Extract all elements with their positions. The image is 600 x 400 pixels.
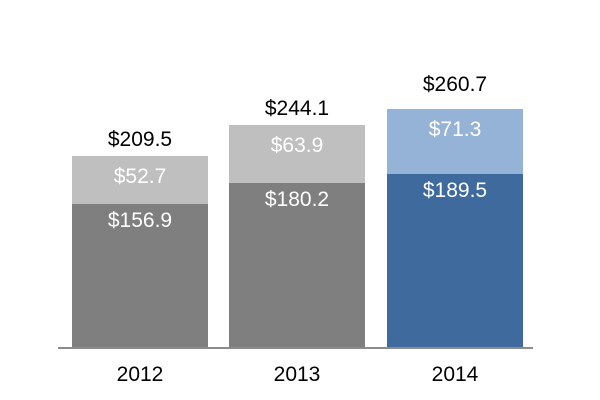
- x-axis-line: [58, 347, 533, 349]
- segment-value-label: $156.9: [107, 209, 173, 232]
- segment-value-label: $71.3: [428, 118, 482, 141]
- segment-value-label: $180.2: [264, 188, 330, 211]
- category-label: 2013: [273, 363, 321, 386]
- total-value-label: $260.7: [422, 73, 488, 96]
- bar-segment: $52.7: [72, 156, 208, 204]
- total-value-label: $209.5: [107, 128, 173, 151]
- segment-value-label: $63.9: [270, 134, 324, 157]
- category-label: 2014: [431, 363, 479, 386]
- category-label: 2012: [116, 363, 164, 386]
- bar-segment: $189.5: [387, 174, 523, 347]
- bar-segment: $180.2: [229, 183, 365, 347]
- bar-segment: $156.9: [72, 204, 208, 347]
- total-value-label: $244.1: [264, 97, 330, 120]
- bar-segment: $63.9: [229, 125, 365, 183]
- segment-value-label: $189.5: [422, 179, 488, 202]
- segment-value-label: $52.7: [113, 165, 167, 188]
- bar-segment: $71.3: [387, 109, 523, 174]
